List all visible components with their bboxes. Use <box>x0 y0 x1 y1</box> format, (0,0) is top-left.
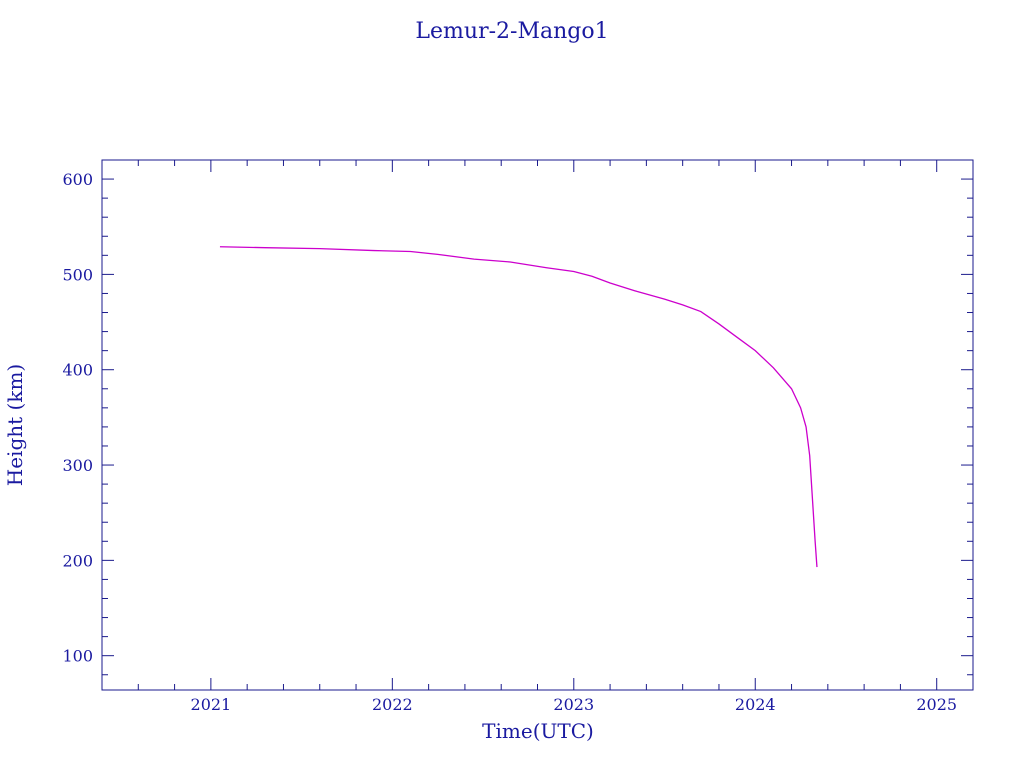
y-tick-label: 500 <box>62 265 93 284</box>
minor-ticks <box>101 159 974 690</box>
x-tick-label: 2025 <box>916 695 957 714</box>
y-tick-labels: 100 200 300 400 500 600 <box>62 170 93 666</box>
chart-title: Lemur-2-Mango1 <box>415 19 608 44</box>
y-tick-label: 200 <box>62 551 93 570</box>
y-axis-title: Height (km) <box>3 364 27 486</box>
series-line-height <box>219 246 818 568</box>
x-tick-label: 2023 <box>553 695 594 714</box>
x-tick-labels: 2021 2022 2023 2024 2025 <box>191 695 958 714</box>
x-tick-label: 2021 <box>191 695 232 714</box>
y-tick-label: 100 <box>62 647 93 666</box>
x-tick-label: 2022 <box>372 695 413 714</box>
y-tick-label: 300 <box>62 456 93 475</box>
x-tick-label: 2024 <box>735 695 776 714</box>
x-axis-title: Time(UTC) <box>482 719 594 743</box>
y-tick-label: 400 <box>62 361 93 380</box>
major-ticks <box>102 160 973 690</box>
y-tick-label: 600 <box>62 170 93 189</box>
